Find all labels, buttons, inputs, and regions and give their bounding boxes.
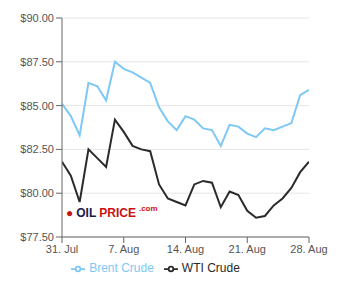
svg-text:21. Aug: 21. Aug (229, 243, 266, 255)
svg-text:$80.00: $80.00 (20, 187, 54, 199)
svg-text:$85.00: $85.00 (20, 100, 54, 112)
svg-text:$82.50: $82.50 (20, 143, 54, 155)
html-text:● OIL PRICE .com: ● OIL PRICE .com (66, 203, 158, 220)
html-text:Brent Crude: Brent Crude (89, 261, 154, 275)
svg-text:14. Aug: 14. Aug (167, 243, 204, 255)
svg-text:7. Aug: 7. Aug (108, 243, 139, 255)
svg-text:$77.50: $77.50 (20, 231, 54, 243)
svg-text:31. Jul: 31. Jul (46, 243, 78, 255)
svg-text:28. Aug: 28. Aug (290, 243, 327, 255)
svg-text:$87.50: $87.50 (20, 56, 54, 68)
html-text:WTI Crude: WTI Crude (181, 261, 240, 275)
svg-text:$90.00: $90.00 (20, 12, 54, 24)
